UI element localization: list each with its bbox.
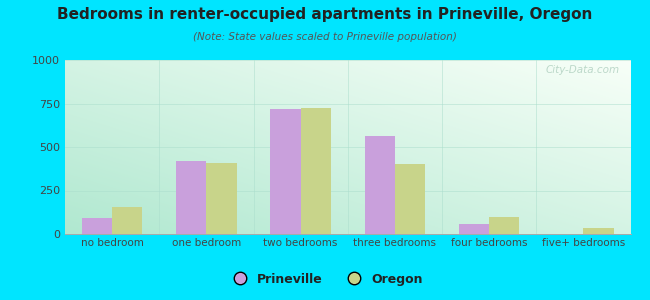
Bar — [584, 228, 614, 234]
Bar — [207, 163, 237, 234]
Bar — [112, 207, 142, 234]
Bar — [270, 109, 300, 234]
Text: City-Data.com: City-Data.com — [545, 65, 619, 75]
Text: (Note: State values scaled to Prineville population): (Note: State values scaled to Prineville… — [193, 32, 457, 41]
Bar — [82, 218, 112, 234]
Bar — [300, 108, 331, 234]
Bar — [489, 217, 519, 234]
Bar — [365, 136, 395, 234]
Legend: Prineville, Oregon: Prineville, Oregon — [222, 268, 428, 291]
Bar — [176, 161, 206, 234]
Text: Bedrooms in renter-occupied apartments in Prineville, Oregon: Bedrooms in renter-occupied apartments i… — [57, 8, 593, 22]
Bar — [459, 224, 489, 234]
Bar — [395, 164, 425, 234]
